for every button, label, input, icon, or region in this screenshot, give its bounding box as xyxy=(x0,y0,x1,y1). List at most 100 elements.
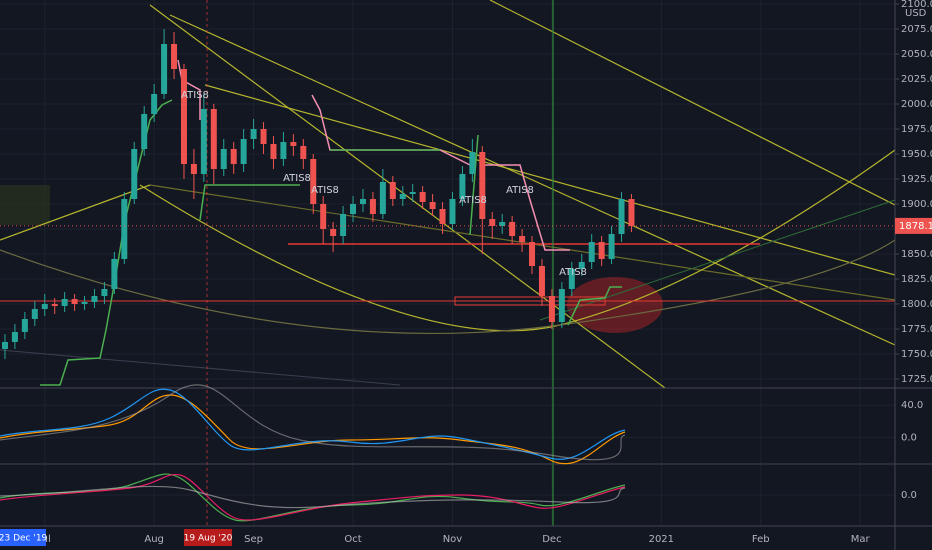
candle-body xyxy=(618,199,625,234)
x-tick-label: Dec xyxy=(542,534,561,545)
y-tick-label: 2075.0 xyxy=(901,24,932,35)
candle-body xyxy=(91,296,98,302)
candle-body xyxy=(1,342,8,349)
y-tick-label: 2050.0 xyxy=(901,49,932,60)
y-tick-label: 2025.0 xyxy=(901,74,932,85)
candle-body xyxy=(11,332,18,342)
x-tick-label: Aug xyxy=(144,534,164,545)
grid xyxy=(0,0,895,526)
candle-body xyxy=(519,236,526,242)
candle-body xyxy=(131,149,138,199)
candle-body xyxy=(499,222,506,226)
y-tick-label: 1750.0 xyxy=(901,349,932,360)
candle-body xyxy=(409,192,416,194)
candle-body xyxy=(608,234,615,259)
candle-body xyxy=(280,142,287,159)
candle-body xyxy=(51,304,58,306)
candle-body xyxy=(529,242,536,266)
candle-body xyxy=(260,129,267,144)
candle-body xyxy=(359,199,366,204)
candle-body xyxy=(250,129,257,139)
last-price-box xyxy=(895,217,932,234)
candle-body xyxy=(439,209,446,224)
cursor-label: 19 Aug '20 xyxy=(184,534,233,544)
candle-body xyxy=(449,199,456,224)
y-tick-label: 2000.0 xyxy=(901,99,932,110)
oscillator-lines xyxy=(0,473,626,522)
candle-body xyxy=(41,304,48,309)
x-tick-label: Feb xyxy=(752,534,770,545)
zone-ellipse xyxy=(567,277,663,333)
candle-body xyxy=(111,259,118,289)
candle-body xyxy=(81,302,88,304)
candle-body xyxy=(290,142,297,146)
annotation: ATIS8 xyxy=(311,185,339,196)
candle-body xyxy=(270,144,277,159)
x-tick-label: Oct xyxy=(344,534,361,545)
candles xyxy=(0,29,895,359)
annotation: ATIS8 xyxy=(506,185,534,196)
x-tick-label: Mar xyxy=(851,534,871,545)
candle-body xyxy=(419,192,426,202)
y-tick-label: 1850.0 xyxy=(901,249,932,260)
y-tick-label: 1825.0 xyxy=(901,274,932,285)
cursor-box xyxy=(184,529,232,546)
trend-lines xyxy=(0,0,896,389)
candle-body xyxy=(190,164,197,174)
candle-body xyxy=(310,159,317,204)
y-tick-label: 1975.0 xyxy=(901,124,932,135)
candle-body xyxy=(429,202,436,209)
cursor-label: 23 Dec '19 xyxy=(0,534,48,544)
candle-body xyxy=(340,214,347,236)
candle-body xyxy=(200,109,207,174)
trend-line xyxy=(0,349,401,386)
candle-body xyxy=(538,266,545,296)
pane-tick-label: 0.0 xyxy=(901,433,917,444)
candle-body xyxy=(578,262,585,269)
candle-body xyxy=(369,199,376,214)
y-tick-label: 1800.0 xyxy=(901,299,932,310)
candle-body xyxy=(71,299,78,304)
candle-body xyxy=(469,152,476,174)
candle-body xyxy=(489,219,496,226)
trend-line xyxy=(539,199,896,321)
y-tick-label: 1950.0 xyxy=(901,149,932,160)
candle-body xyxy=(509,222,516,236)
candle-body xyxy=(350,204,357,214)
x-tick-label: Nov xyxy=(443,534,463,545)
candle-body xyxy=(479,152,486,219)
annotation: ATIS8 xyxy=(181,90,209,101)
candle-body xyxy=(180,69,187,164)
y-tick-label: 2100.0 xyxy=(901,0,932,10)
y-tick-label: 1900.0 xyxy=(901,199,932,210)
level-box xyxy=(454,296,606,306)
annotation: ATIS8 xyxy=(459,195,487,206)
y-tick-label: 1925.0 xyxy=(901,174,932,185)
candle-body xyxy=(588,242,595,262)
candle-body xyxy=(459,174,466,199)
candle-body xyxy=(151,94,158,114)
candle-body xyxy=(389,182,396,199)
candle-body xyxy=(141,114,148,149)
candle-body xyxy=(399,194,406,199)
candle-body xyxy=(21,319,28,332)
candle-body xyxy=(240,139,247,164)
cursor-box xyxy=(0,529,46,546)
candle-body xyxy=(230,149,237,164)
y-tick-label: 1775.0 xyxy=(901,324,932,335)
x-tick-label: 2021 xyxy=(649,534,674,545)
macd-lines xyxy=(0,384,626,465)
candle-body xyxy=(379,182,386,214)
candle-body xyxy=(61,299,68,306)
candle-body xyxy=(558,289,565,322)
y-tick-label: 1725.0 xyxy=(901,374,932,385)
annotation: ATIS8 xyxy=(283,173,311,184)
pane-tick-label: 0.0 xyxy=(901,490,917,501)
candle-body xyxy=(568,269,575,289)
candle-body xyxy=(161,44,168,94)
candle-body xyxy=(121,199,128,259)
candle-body xyxy=(598,242,605,259)
